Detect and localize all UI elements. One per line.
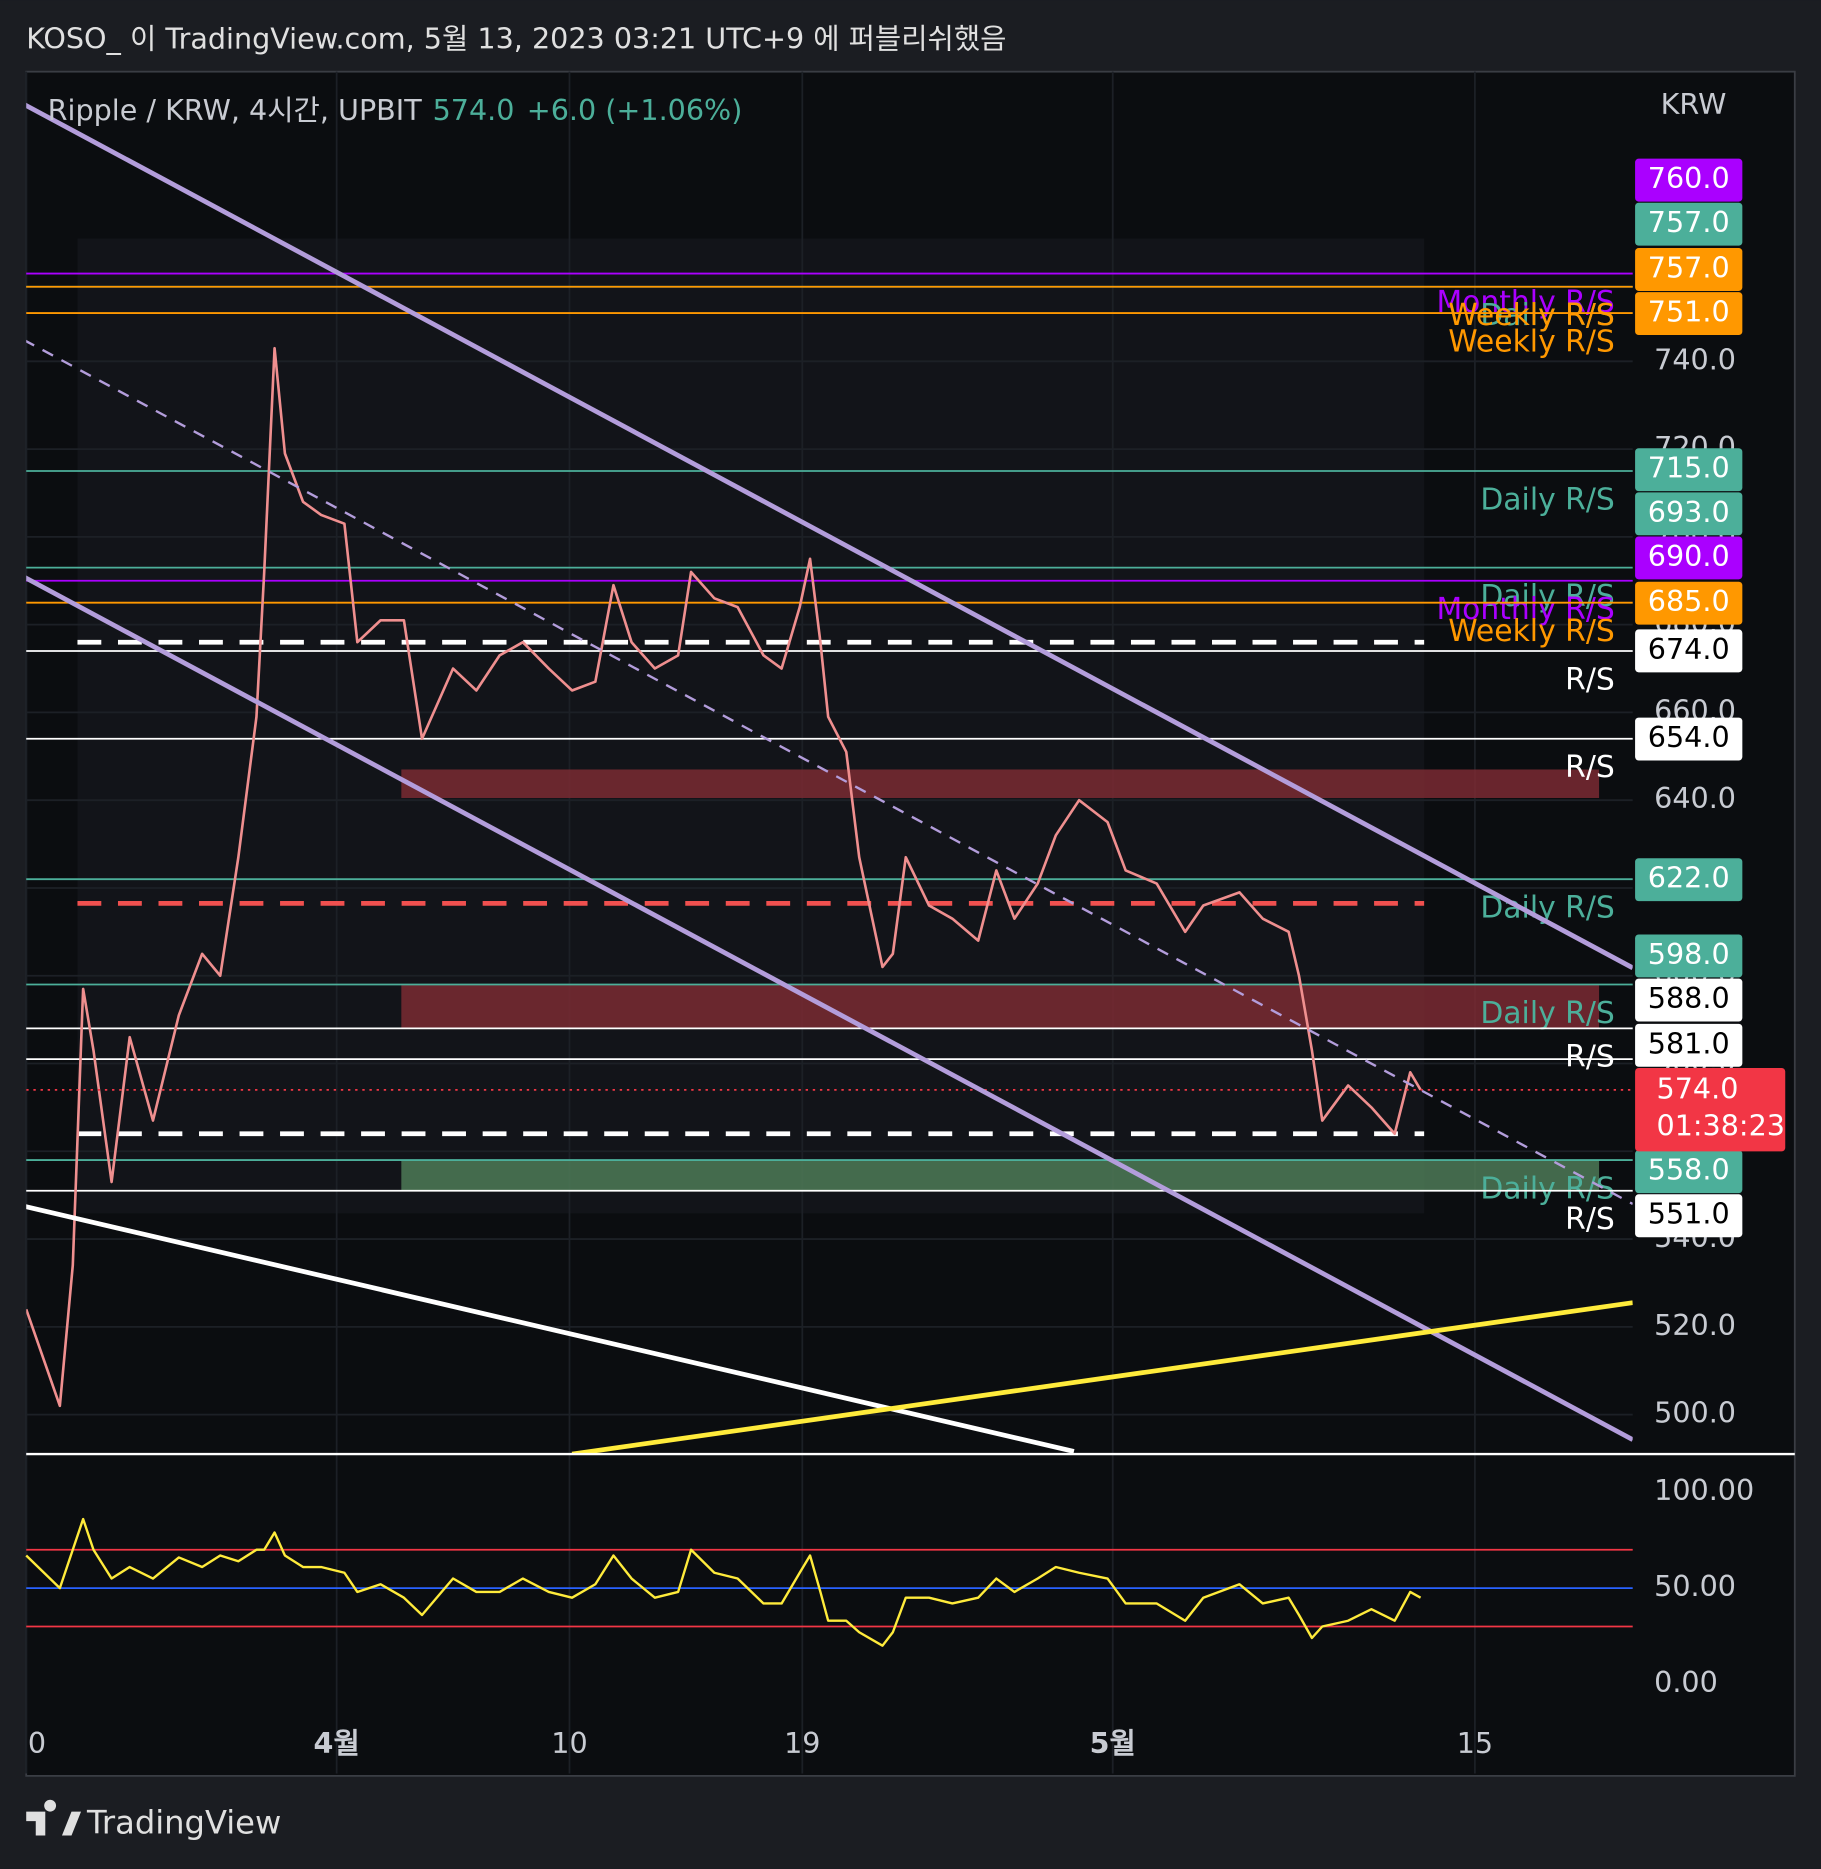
x-tick-label: 0 <box>28 1726 46 1760</box>
level-name: Weekly R/S <box>1448 324 1615 359</box>
level-name: Daily R/S <box>1480 996 1614 1031</box>
trend-line <box>26 575 1633 1442</box>
footer-brand: TradingView <box>86 1804 281 1842</box>
price-label-box <box>1635 858 1743 902</box>
price-label-box <box>1635 158 1743 202</box>
level-name: Daily R/S <box>1480 579 1614 614</box>
price-label: 757.0 <box>1648 205 1730 239</box>
zone <box>401 1160 1600 1191</box>
price-label-box <box>1635 629 1743 673</box>
price-label: 558.0 <box>1648 1153 1730 1187</box>
rsi-tick-label: 100.00 <box>1654 1473 1754 1507</box>
level-name: Daily R/S <box>1480 482 1614 517</box>
price-label-box <box>1635 581 1743 625</box>
y-tick-label: 740.0 <box>1654 342 1736 376</box>
last-price-box <box>1635 1067 1786 1152</box>
price-label: 551.0 <box>1648 1197 1730 1231</box>
price-label-box <box>1635 978 1743 1022</box>
legend-last-price: 574.0 <box>433 93 515 127</box>
price-label-box <box>1635 1194 1743 1238</box>
price-label: 598.0 <box>1648 937 1730 971</box>
price-label: 757.0 <box>1648 251 1730 285</box>
x-tick-label: 15 <box>1457 1726 1493 1760</box>
price-label-box <box>1635 934 1743 978</box>
trend-line <box>26 102 1633 970</box>
level-name: R/S <box>1565 1040 1615 1075</box>
trend-line <box>26 1204 1075 1454</box>
rsi-tick-label: 50.00 <box>1654 1569 1736 1603</box>
currency-label: KRW <box>1661 87 1727 121</box>
price-label-box <box>1635 248 1743 291</box>
zone <box>401 769 1600 798</box>
price-label: 581.0 <box>1648 1026 1730 1060</box>
price-label: 715.0 <box>1648 451 1730 485</box>
level-name: Monthly R/S <box>1436 285 1614 320</box>
level-name: R/S <box>1565 1202 1615 1237</box>
price-label: 622.0 <box>1648 861 1730 895</box>
level-name: Daily R/S <box>1480 1171 1614 1206</box>
price-label-box <box>1635 448 1743 492</box>
price-label: 674.0 <box>1648 632 1730 666</box>
trend-line <box>571 1300 1633 1455</box>
level-name: Monthly R/S <box>1436 592 1614 627</box>
price-label-box <box>1635 1150 1743 1194</box>
price-label-box <box>1635 536 1743 580</box>
price-label: 760.0 <box>1648 161 1730 195</box>
level-name: Weekly R/S <box>1448 298 1615 333</box>
price-label: 751.0 <box>1648 295 1730 329</box>
y-tick-label: 520.0 <box>1654 1308 1736 1342</box>
price-label: 690.0 <box>1648 539 1730 573</box>
x-tick-label: 10 <box>551 1726 587 1760</box>
price-label-box <box>1635 202 1743 246</box>
rsi-line <box>25 1517 1422 1647</box>
y-tick-label: 500.0 <box>1654 1396 1736 1430</box>
price-label-box <box>1635 492 1743 536</box>
zone <box>401 984 1600 1029</box>
price-label-box <box>1635 292 1743 336</box>
level-name: R/S <box>1565 662 1615 697</box>
x-tick-label: 5월 <box>1090 1726 1136 1760</box>
publish-header: KOSO_ 이 TradingView.com, 5월 13, 2023 03:… <box>26 22 1006 56</box>
symbol-legend: Ripple / KRW, 4시간, UPBIT <box>48 93 423 127</box>
level-name: Daily R/S <box>1480 298 1614 333</box>
price-label: 693.0 <box>1648 495 1730 529</box>
price-label: 654.0 <box>1648 720 1730 754</box>
countdown-label: 01:38:23 <box>1657 1109 1785 1143</box>
level-name: Weekly R/S <box>1448 614 1615 649</box>
price-label-box <box>1635 1023 1743 1067</box>
tradingview-logo <box>26 1799 82 1836</box>
price-line <box>26 346 1422 1408</box>
x-tick-label: 19 <box>784 1726 820 1760</box>
level-name: R/S <box>1565 750 1615 785</box>
x-tick-label: 4월 <box>314 1726 360 1760</box>
trend-line <box>26 339 1633 1205</box>
rsi-tick-label: 0.00 <box>1654 1665 1718 1699</box>
legend-change: +6.0 (+1.06%) <box>527 93 743 127</box>
price-label: 588.0 <box>1648 981 1730 1015</box>
price-label: 685.0 <box>1648 584 1730 618</box>
price-label-box <box>1635 717 1743 761</box>
last-price-label: 574.0 <box>1657 1072 1739 1106</box>
y-tick-label: 640.0 <box>1654 781 1736 815</box>
